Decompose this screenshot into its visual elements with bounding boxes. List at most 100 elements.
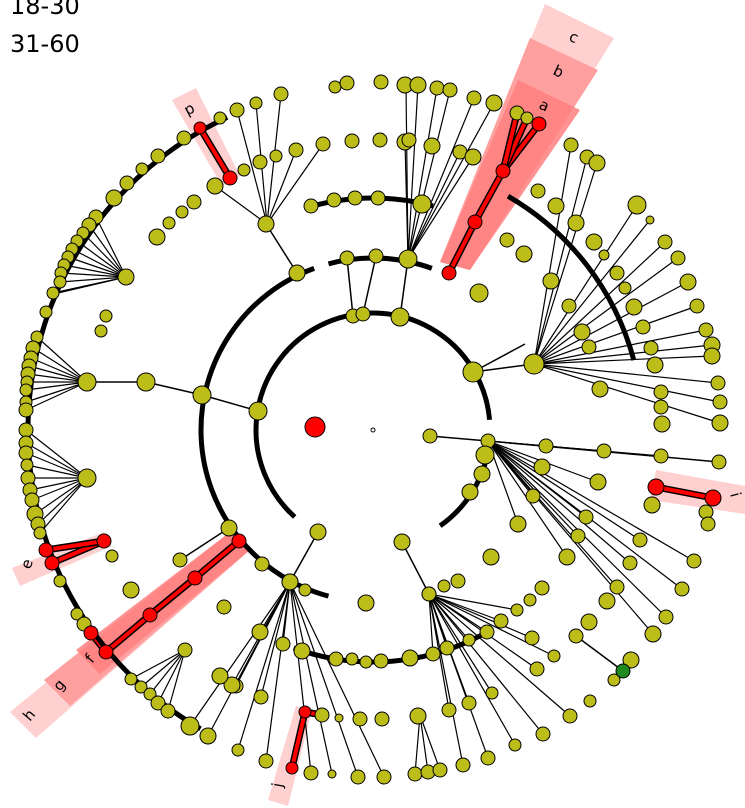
taxon-node-77 [585, 233, 603, 251]
enriched-node-16 [285, 761, 299, 775]
leaf-edge-4-0 [414, 714, 421, 775]
taxon-node-19 [390, 307, 410, 327]
taxon-node-31 [303, 198, 319, 214]
taxon-node-45 [464, 148, 482, 166]
taxon-node-14 [220, 519, 238, 537]
taxon-node-214 [252, 154, 268, 170]
tree-edge-0 [201, 394, 259, 412]
taxon-node-231 [499, 232, 515, 248]
tree-edge-12 [362, 255, 377, 315]
taxon-node-64 [710, 375, 726, 391]
leaf-edge-2-7 [34, 477, 88, 515]
leaf-edge-7-1 [533, 156, 588, 365]
leaf-edge-7-13 [533, 363, 721, 403]
enriched-node-10 [231, 533, 247, 549]
taxon-node-160 [124, 672, 138, 686]
leaf-edge-5-1 [236, 109, 268, 225]
taxon-node-140 [223, 676, 241, 694]
taxon-node-24 [398, 249, 418, 269]
taxon-node-39 [409, 76, 427, 94]
taxon-node-58 [670, 250, 686, 266]
leaf-edge-9-5 [428, 593, 518, 611]
leaf-edge-0-7 [60, 272, 127, 278]
leaf-edge-10-3 [189, 581, 291, 727]
level2-arc-left [198, 266, 330, 599]
leaf-edge-4-2 [419, 714, 441, 771]
taxon-node-82 [542, 272, 560, 290]
taxon-node-73 [625, 298, 643, 316]
taxon-node-76 [598, 249, 610, 261]
taxon-node-68 [653, 399, 669, 415]
enriched-node-7 [96, 533, 112, 549]
leaf-edge-7-7 [533, 281, 689, 365]
enriched-edge-8 [193, 539, 241, 580]
leaf-edge-1-3 [28, 365, 88, 383]
taxon-node-94 [578, 509, 594, 525]
taxon-node-150 [376, 769, 392, 785]
leaf-edge-0-4 [71, 248, 127, 278]
taxon-node-144 [253, 689, 269, 705]
leaf-edge-2-5 [29, 477, 88, 491]
taxon-node-41 [442, 82, 458, 98]
taxon-node-217 [520, 111, 534, 125]
taxon-node-158 [334, 713, 344, 723]
leaf-edge-10-9 [289, 581, 312, 774]
tree-nodes [18, 74, 729, 785]
leaf-edge-3-4 [167, 649, 186, 712]
taxon-node-161 [134, 680, 148, 694]
taxon-node-121 [535, 726, 551, 742]
taxon-node-141 [211, 667, 229, 685]
taxon-node-113 [425, 646, 441, 662]
leaf-edge-7-9 [533, 329, 707, 365]
green-edge [575, 635, 624, 672]
leaf-edge-10-5 [237, 581, 291, 751]
taxon-node-3 [77, 372, 97, 392]
taxon-node-83 [561, 298, 577, 314]
taxon-node-98 [570, 528, 586, 544]
leaf-edge-9-6 [428, 593, 533, 639]
taxon-node-168 [53, 574, 67, 588]
enriched-node-5 [222, 170, 238, 186]
leaf-edge-10-11 [289, 581, 359, 778]
taxon-node-157 [314, 707, 330, 723]
leaf-edge-7-12 [533, 363, 719, 384]
clade-highlights [10, 4, 745, 806]
enriched-node-17 [647, 478, 665, 496]
leaf-edge-0-8 [59, 276, 127, 283]
taxon-node-40 [429, 80, 445, 96]
taxon-node-221 [607, 673, 621, 687]
taxon-node-23 [368, 248, 384, 264]
taxon-node-136 [281, 573, 299, 591]
taxon-node-32 [326, 192, 342, 208]
taxon-node-183 [20, 458, 34, 472]
taxon-node-91 [533, 458, 551, 476]
taxon-node-180 [18, 422, 34, 438]
taxon-node-224 [568, 628, 584, 644]
taxon-node-99 [622, 555, 638, 571]
legend-item-18-30: 18-30 [10, 0, 80, 20]
leaf-edge-3-1 [140, 649, 186, 688]
taxon-node-130 [359, 655, 373, 669]
leaf-edge-0-1 [88, 224, 127, 278]
taxon-node-142 [199, 727, 217, 745]
taxon-node-10 [393, 533, 411, 551]
level4-arc-right [506, 194, 637, 361]
taxon-node-149 [350, 769, 366, 785]
taxon-node-36 [339, 75, 355, 91]
taxon-node-85 [581, 339, 597, 355]
leaf-edge-2-9 [39, 477, 88, 534]
taxon-node-79 [547, 197, 565, 215]
taxon-node-52 [563, 137, 579, 153]
taxon-node-12 [309, 523, 327, 541]
taxon-node-215 [269, 149, 283, 163]
taxon-node-225 [580, 613, 598, 631]
taxon-node-2 [136, 372, 156, 392]
taxon-node-37 [373, 74, 389, 90]
enriched-node-green [615, 663, 631, 679]
leaf-edge-9-11 [428, 593, 516, 746]
enriched-edge-10 [104, 613, 152, 654]
leaf-edge-0-2 [82, 232, 127, 278]
enriched-edge-0 [447, 221, 477, 274]
taxon-node-21 [288, 264, 306, 282]
